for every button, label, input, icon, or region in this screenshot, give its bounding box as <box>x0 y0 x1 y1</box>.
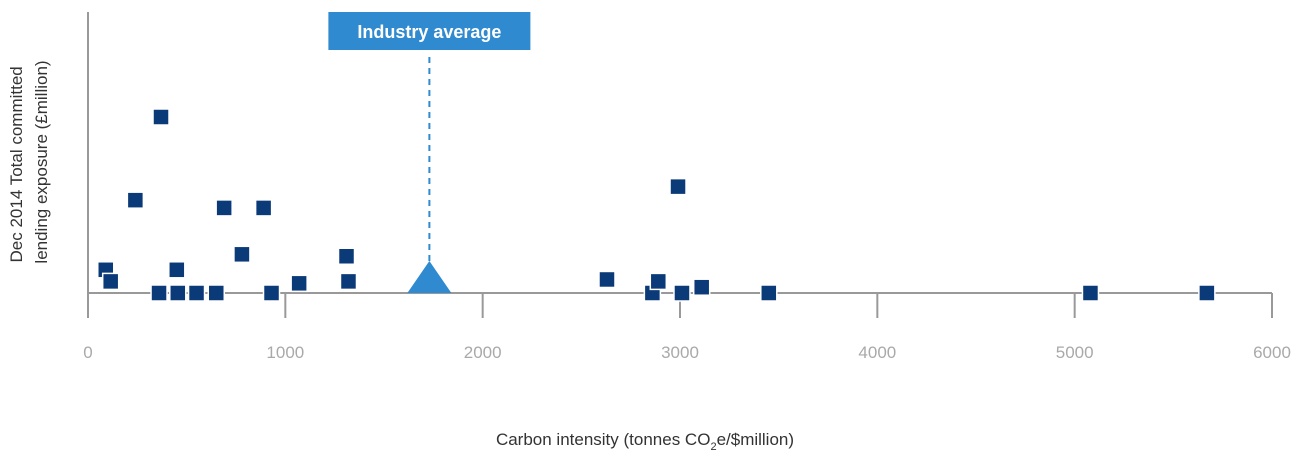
x-tick-label: 1000 <box>266 343 304 362</box>
data-point <box>126 191 145 209</box>
x-axis-title: Carbon intensity (tonnes CO2e/$million) <box>496 430 794 453</box>
data-point <box>150 284 168 302</box>
data-point <box>169 284 187 302</box>
data-point <box>598 270 616 289</box>
data-point <box>1081 284 1100 302</box>
x-tick-label: 6000 <box>1253 343 1291 362</box>
data-point <box>262 284 281 302</box>
industry-average-annotation: Industry average <box>328 12 531 293</box>
x-axis-title-part-1: Carbon intensity (tonnes CO <box>496 430 711 449</box>
data-point <box>152 108 170 126</box>
data-point <box>215 199 233 217</box>
data-point <box>669 177 687 196</box>
axes <box>87 12 1272 318</box>
data-point <box>649 272 668 291</box>
data-point <box>760 284 778 302</box>
x-axis-title-part-2: e/$million) <box>717 430 794 449</box>
x-tick-label: 2000 <box>464 343 502 362</box>
data-point <box>1198 284 1216 302</box>
industry-average-marker <box>407 261 452 293</box>
industry-average-label: Industry average <box>357 22 501 42</box>
data-point <box>337 247 356 266</box>
data-point <box>187 284 206 302</box>
industry-average-label-box <box>328 12 531 50</box>
y-axis-title-line-2: lending exposure (£million) <box>32 60 51 263</box>
data-points <box>97 108 1216 302</box>
y-axis-title: Dec 2014 Total committed lending exposur… <box>7 60 51 263</box>
data-point <box>290 274 308 293</box>
x-axis-title-subscript: 2 <box>710 441 716 453</box>
data-point <box>673 284 691 302</box>
x-tick-labels: 0 1000 2000 3000 4000 5000 6000 <box>83 343 1291 362</box>
data-point <box>233 245 251 264</box>
data-point <box>254 199 273 217</box>
x-tick-label: 5000 <box>1056 343 1094 362</box>
x-tick-label: 0 <box>83 343 92 362</box>
x-tick-label: 4000 <box>858 343 896 362</box>
data-point <box>692 278 711 296</box>
x-tick-label: 3000 <box>661 343 699 362</box>
data-point <box>207 284 226 302</box>
data-point <box>101 272 120 291</box>
y-axis-title-line-1: Dec 2014 Total committed <box>7 66 26 262</box>
data-point <box>339 272 358 291</box>
data-point <box>168 261 186 279</box>
